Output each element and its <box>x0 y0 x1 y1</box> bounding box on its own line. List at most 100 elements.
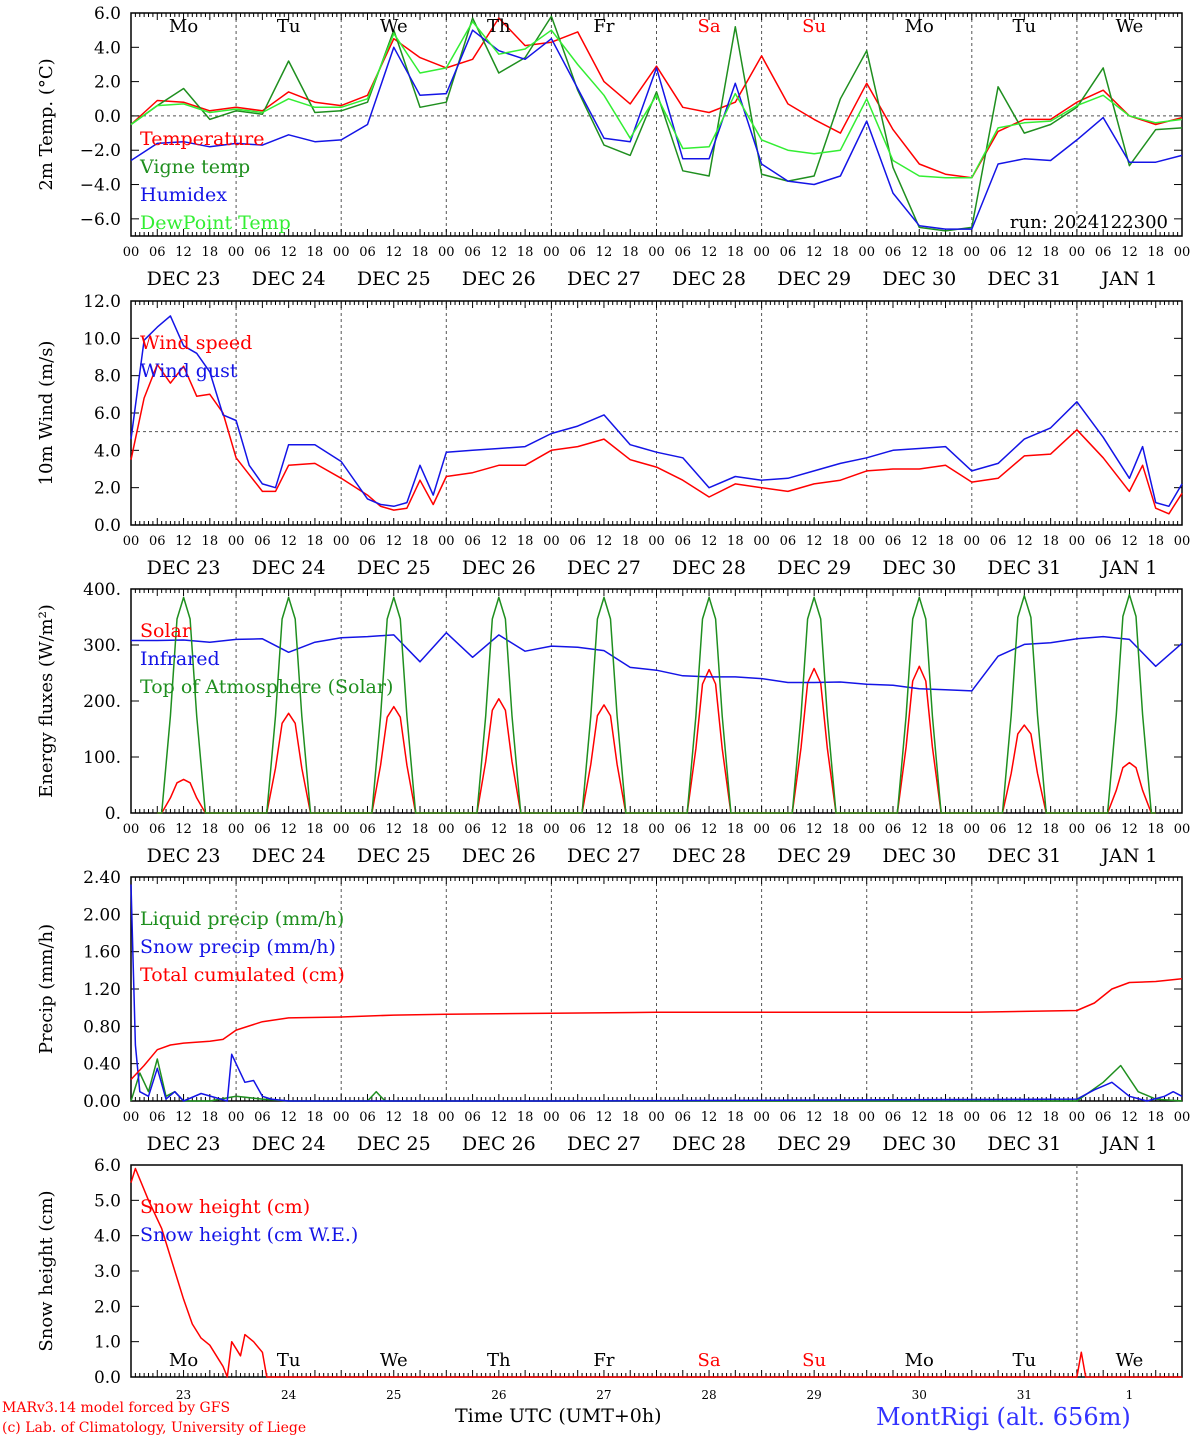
y-tick-label: 2.00 <box>83 905 121 925</box>
series-line-wind-gust <box>130 315 1183 508</box>
hour-label: 00 <box>333 822 350 837</box>
hour-label: 00 <box>1174 1110 1191 1125</box>
hour-label: 06 <box>780 1110 797 1125</box>
legend-entry: Snow height (cm W.E.) <box>140 1224 358 1246</box>
hour-label: 00 <box>1174 534 1191 549</box>
date-label: DEC 29 <box>777 1133 851 1155</box>
date-label: DEC 28 <box>672 557 746 579</box>
weekday-label: We <box>1116 1350 1144 1371</box>
weekday-label: Mo <box>905 1350 934 1371</box>
hour-label: 06 <box>149 245 166 260</box>
hour-label: 12 <box>175 534 192 549</box>
date-label: DEC 31 <box>987 557 1061 579</box>
hour-label: 12 <box>491 534 508 549</box>
hour-label: 00 <box>964 245 981 260</box>
y-tick-label: 0.40 <box>83 1055 121 1075</box>
hour-label: 12 <box>701 1110 718 1125</box>
weekday-label: Tu <box>1013 1350 1037 1371</box>
date-label: DEC 30 <box>882 268 956 290</box>
date-label: DEC 26 <box>462 1133 536 1155</box>
y-axis-title: 10m Wind (m/s) <box>36 341 57 486</box>
day-number-label: 26 <box>491 1388 506 1402</box>
legend-entry: Liquid precip (mm/h) <box>140 908 344 930</box>
legend-entry: Infrared <box>140 648 220 670</box>
hour-label: 12 <box>385 1110 402 1125</box>
date-label: DEC 25 <box>357 845 431 867</box>
hour-label: 00 <box>648 245 665 260</box>
date-label: DEC 31 <box>987 268 1061 290</box>
series-line-vigne-temp <box>130 15 1183 232</box>
legend-entry: Humidex <box>140 184 227 206</box>
date-label: DEC 24 <box>252 1133 326 1155</box>
panel-2: 0.0 2.0 4.0 6.0 8.0 10.0 12.0 10m Wind (m/s) Win… <box>36 292 1190 579</box>
hour-label: 00 <box>333 534 350 549</box>
date-label: DEC 27 <box>567 557 641 579</box>
hour-label: 06 <box>569 822 586 837</box>
hour-label: 12 <box>1016 245 1033 260</box>
series-line-wind-speed <box>130 363 1183 515</box>
series-line-snow-height-cm- <box>130 1167 1182 1378</box>
y-tick-label: 4.0 <box>94 38 121 58</box>
y-tick-label: 6.0 <box>94 4 121 24</box>
hour-label: 12 <box>1121 534 1138 549</box>
y-tick-label: 2.0 <box>94 479 121 499</box>
hour-label: 00 <box>1069 822 1086 837</box>
hour-label: 18 <box>307 534 324 549</box>
day-number-label: 29 <box>807 1388 822 1402</box>
y-tick-label: 200. <box>83 692 121 712</box>
hour-label: 00 <box>648 534 665 549</box>
weekday-label: Tu <box>1013 16 1037 37</box>
hour-label: 00 <box>858 1110 875 1125</box>
hour-label: 06 <box>254 245 271 260</box>
hour-label: 18 <box>1147 534 1164 549</box>
hour-label: 12 <box>806 822 823 837</box>
hour-label: 00 <box>333 245 350 260</box>
hour-label: 06 <box>254 1110 271 1125</box>
legend-entry: Solar <box>140 620 192 642</box>
date-label: DEC 23 <box>147 268 221 290</box>
date-label: DEC 27 <box>567 845 641 867</box>
legend-entry: Snow height (cm) <box>140 1196 310 1218</box>
hour-label: 12 <box>911 245 928 260</box>
y-tick-label: 12.0 <box>83 292 121 312</box>
y-tick-label: 6.0 <box>94 1156 121 1176</box>
hour-label: 00 <box>753 1110 770 1125</box>
date-label: DEC 26 <box>462 268 536 290</box>
hour-label: 12 <box>491 822 508 837</box>
y-tick-label: 4.0 <box>94 441 121 461</box>
hour-label: 00 <box>123 822 140 837</box>
date-label: DEC 26 <box>462 557 536 579</box>
hour-label: 06 <box>464 245 481 260</box>
hour-label: 18 <box>307 822 324 837</box>
hour-label: 12 <box>596 534 613 549</box>
hour-label: 00 <box>753 245 770 260</box>
weekday-label: Tu <box>277 1350 301 1371</box>
hour-label: 00 <box>964 1110 981 1125</box>
hour-label: 18 <box>727 245 744 260</box>
date-label: DEC 28 <box>672 845 746 867</box>
hour-label: 18 <box>727 822 744 837</box>
date-label: DEC 26 <box>462 845 536 867</box>
weekday-label: Mo <box>905 16 934 37</box>
hour-label: 06 <box>1095 534 1112 549</box>
hour-label: 06 <box>885 534 902 549</box>
series-line-temperature <box>130 17 1183 179</box>
series-line-snow-precip-mm-h- <box>130 884 1183 1102</box>
weekday-label: Mo <box>169 1350 198 1371</box>
series-line-infrared <box>131 631 1183 692</box>
date-label: DEC 23 <box>147 1133 221 1155</box>
hour-label: 12 <box>701 245 718 260</box>
hour-label: 06 <box>780 245 797 260</box>
hour-label: 06 <box>990 534 1007 549</box>
hour-label: 18 <box>1147 822 1164 837</box>
hour-label: 06 <box>464 822 481 837</box>
hour-label: 18 <box>832 534 849 549</box>
hour-label: 00 <box>1069 1110 1086 1125</box>
hour-label: 18 <box>202 245 219 260</box>
hour-label: 06 <box>359 1110 376 1125</box>
hour-label: 12 <box>1016 534 1033 549</box>
day-number-label: 25 <box>386 1388 401 1402</box>
hour-label: 06 <box>1095 822 1112 837</box>
hour-label: 06 <box>149 822 166 837</box>
